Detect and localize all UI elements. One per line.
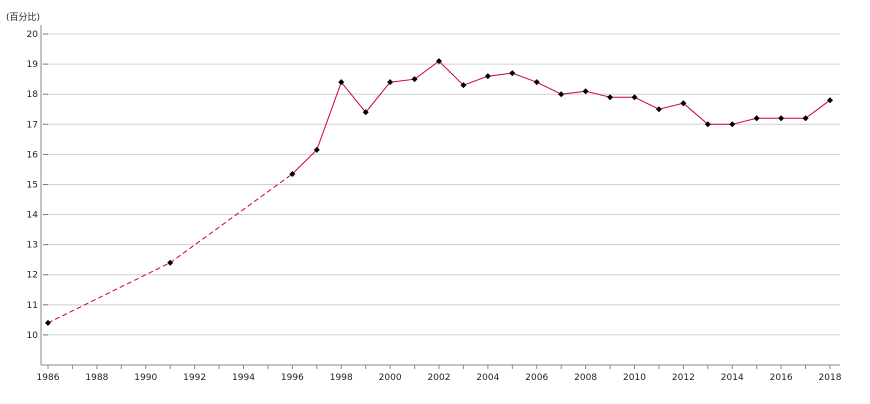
axes xyxy=(40,25,840,369)
data-point xyxy=(704,121,711,128)
x-tick-label: 1994 xyxy=(232,373,255,383)
x-tick-label: 1988 xyxy=(85,373,108,383)
series-points xyxy=(45,58,833,326)
data-point xyxy=(411,76,418,83)
gridlines xyxy=(48,33,840,336)
y-tick-label: 13 xyxy=(27,241,38,251)
y-tick-label: 17 xyxy=(27,120,38,130)
y-tick-label: 15 xyxy=(27,180,38,190)
y-tick-label: 16 xyxy=(27,150,39,160)
series-line xyxy=(292,60,831,175)
data-point xyxy=(387,79,394,86)
data-point xyxy=(631,94,638,101)
data-point xyxy=(753,115,760,122)
data-point xyxy=(778,115,785,122)
data-point xyxy=(729,121,736,128)
x-tick-label: 1996 xyxy=(281,373,304,383)
data-point xyxy=(509,70,516,77)
y-tick-label: 12 xyxy=(27,271,38,281)
y-tick-label: 18 xyxy=(27,90,39,100)
y-unit-label: (百分比) xyxy=(6,11,40,23)
data-point xyxy=(607,94,614,101)
data-point xyxy=(362,109,369,116)
x-tick-label: 2016 xyxy=(770,373,793,383)
series-lines xyxy=(47,60,831,324)
data-point xyxy=(436,58,442,65)
x-tick-label: 2000 xyxy=(379,373,402,383)
data-point xyxy=(582,88,589,95)
data-point xyxy=(289,170,296,177)
data-point xyxy=(338,79,345,86)
data-point xyxy=(655,106,662,113)
x-tick-label: 2018 xyxy=(819,373,842,383)
x-tick-label: 1992 xyxy=(183,373,206,383)
y-tick-label: 10 xyxy=(27,331,39,341)
data-point xyxy=(827,97,833,104)
y-tick-labels: 10 11 12 13 14 15 16 17 18 19 20 xyxy=(27,30,39,341)
data-point xyxy=(45,319,51,326)
x-tick-label: 2014 xyxy=(721,373,744,383)
x-tick-label: 1986 xyxy=(37,373,60,383)
data-point xyxy=(802,115,809,122)
y-tick-label: 14 xyxy=(27,211,39,221)
x-tick-label: 1990 xyxy=(134,373,157,383)
x-tick-labels: 1986 1988 1990 1992 1994 1996 1998 2000 2002 2004… xyxy=(37,373,842,383)
y-tick-label: 19 xyxy=(27,60,39,70)
x-tick-label: 2010 xyxy=(623,373,646,383)
x-tick-label: 1998 xyxy=(330,373,353,383)
y-tick-label: 11 xyxy=(27,301,38,311)
x-tick-label: 2004 xyxy=(476,373,499,383)
x-tick-label: 2012 xyxy=(672,373,695,383)
data-point xyxy=(313,146,320,153)
series-line-dashed xyxy=(47,173,293,324)
y-tick-label: 20 xyxy=(27,30,39,40)
data-point xyxy=(558,91,565,98)
x-tick-label: 2002 xyxy=(428,373,451,383)
data-point xyxy=(680,100,687,107)
x-tick-label: 2008 xyxy=(574,373,597,383)
data-point xyxy=(167,259,174,266)
x-tick-label: 2006 xyxy=(525,373,548,383)
data-point xyxy=(533,79,540,86)
data-point xyxy=(484,73,491,80)
data-point xyxy=(460,82,467,89)
